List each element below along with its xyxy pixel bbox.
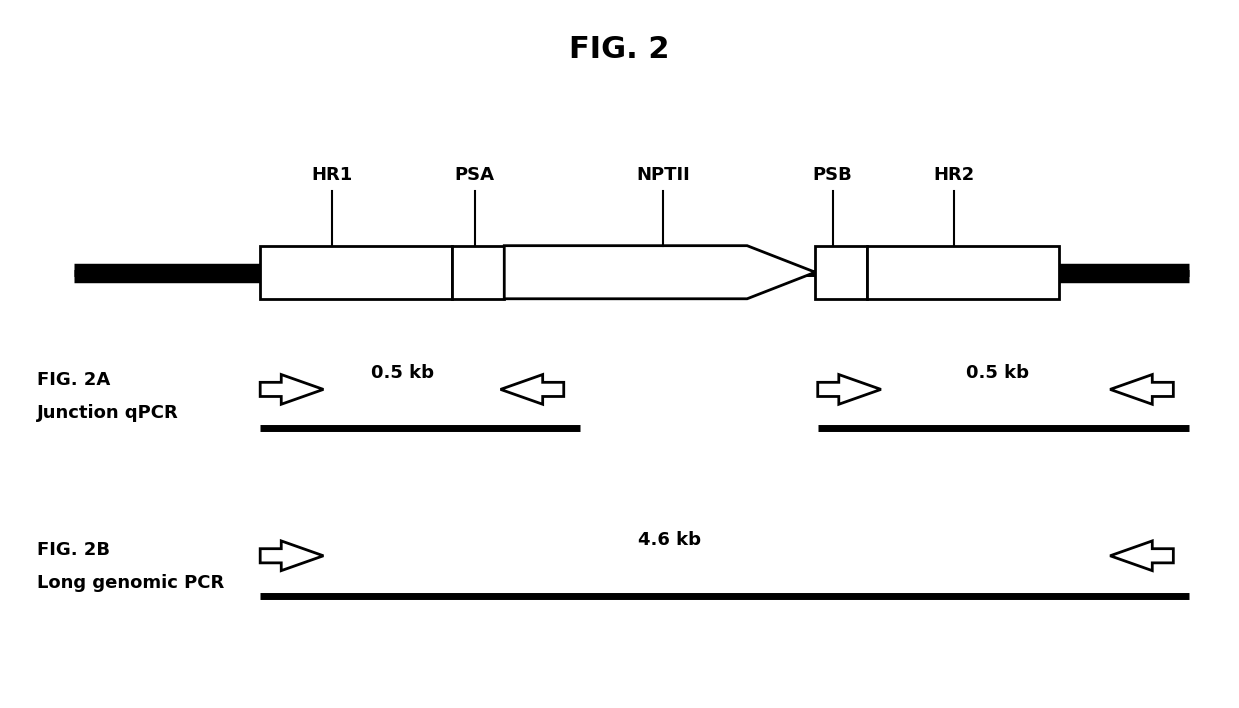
Polygon shape	[818, 375, 881, 404]
Text: FIG. 2A: FIG. 2A	[37, 371, 110, 389]
Polygon shape	[1110, 541, 1173, 571]
Polygon shape	[501, 375, 564, 404]
Text: FIG. 2B: FIG. 2B	[37, 541, 110, 559]
Bar	[260, 246, 452, 299]
Bar	[867, 246, 1059, 299]
Text: 0.5 kb: 0.5 kb	[372, 365, 434, 382]
Text: PSA: PSA	[455, 166, 494, 184]
Polygon shape	[260, 541, 323, 571]
Polygon shape	[504, 246, 815, 299]
Text: HR2: HR2	[933, 166, 975, 184]
Text: PSB: PSB	[813, 166, 852, 184]
Text: 0.5 kb: 0.5 kb	[966, 365, 1028, 382]
Text: HR1: HR1	[311, 166, 353, 184]
Text: Junction qPCR: Junction qPCR	[37, 404, 178, 422]
Text: FIG. 2: FIG. 2	[569, 35, 670, 64]
Bar	[452, 246, 504, 299]
Polygon shape	[1110, 375, 1173, 404]
Text: Long genomic PCR: Long genomic PCR	[37, 573, 224, 592]
Text: 4.6 kb: 4.6 kb	[638, 531, 700, 549]
Bar	[815, 246, 867, 299]
Text: NPTII: NPTII	[636, 166, 690, 184]
Polygon shape	[260, 375, 323, 404]
